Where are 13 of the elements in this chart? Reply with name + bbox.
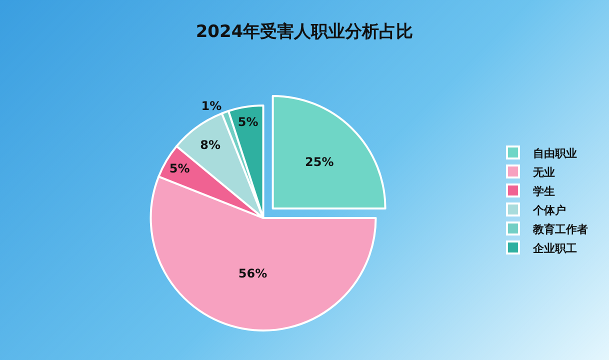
data-label: 5% <box>169 161 190 176</box>
data-label: 25% <box>305 154 334 169</box>
legend-label: 学生 <box>532 184 555 198</box>
data-label: 8% <box>200 138 220 152</box>
chart-title: 2024年受害人职业分析占比 <box>196 22 414 42</box>
legend-label: 个体户 <box>532 204 566 217</box>
data-label: 5% <box>238 114 258 129</box>
legend-label: 无业 <box>532 166 555 179</box>
legend-label: 企业职工 <box>532 242 577 255</box>
data-label: 56% <box>238 266 268 280</box>
data-label: 1% <box>201 98 222 113</box>
legend-label: 教育工作者 <box>532 222 588 236</box>
legend-label: 自由职业 <box>532 146 577 160</box>
